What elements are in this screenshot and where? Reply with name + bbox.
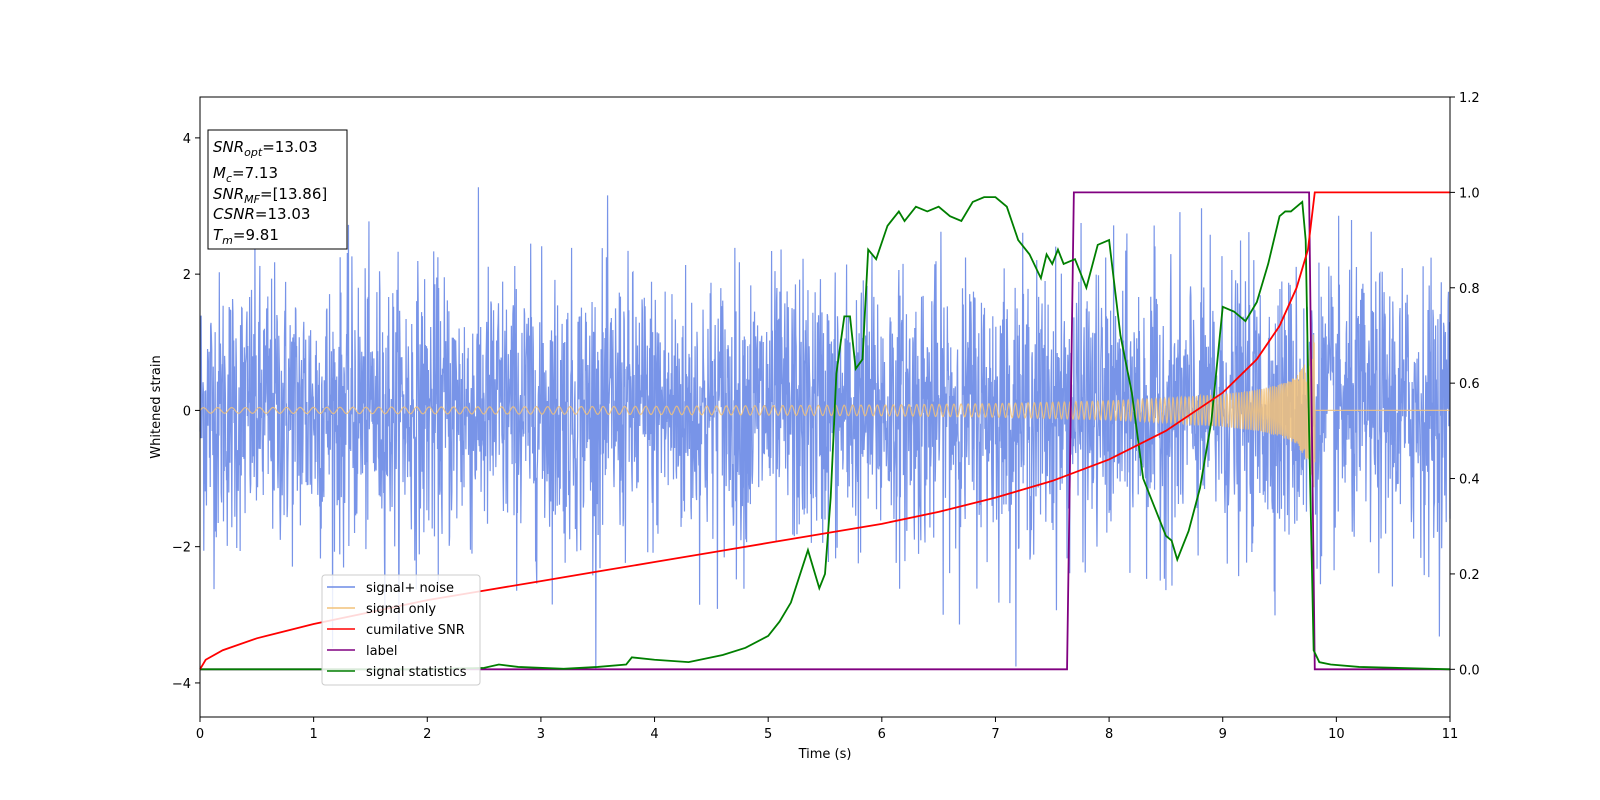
y-right-tick-label: 0.6 [1459, 377, 1480, 392]
y-right-tick-label: 1.2 [1459, 91, 1480, 106]
y-left-tick-label: 4 [183, 132, 191, 147]
legend-item-cumulative-snr: cumilative SNR [327, 623, 465, 638]
x-tick-label: 10 [1328, 727, 1345, 742]
info-snr-opt: SNRopt=13.03 [213, 138, 318, 159]
info-csnr: CSNR=13.03 [213, 205, 310, 223]
svg-text:signal+ noise: signal+ noise [366, 581, 454, 596]
y-left-tick-label: 0 [183, 404, 191, 419]
y-right-tick-label: 1.0 [1459, 186, 1480, 201]
signal-only-line [199, 334, 1450, 488]
y-left-tick-label: 2 [183, 268, 191, 283]
svg-text:signal only: signal only [366, 602, 436, 617]
x-axis-label: Time (s) [798, 747, 852, 762]
legend-item-signal-noise: signal+ noise [327, 581, 454, 596]
series-label [200, 191, 1450, 671]
y-right-tick-label: 0.8 [1459, 282, 1480, 297]
x-tick-label: 7 [991, 727, 999, 742]
legend-item-signal-statistics: signal statistics [327, 665, 467, 680]
x-tick-label: 0 [196, 727, 204, 742]
y-right-tick-label: 0.2 [1459, 568, 1480, 583]
legend-item-signal-only: signal only [327, 602, 436, 617]
left-y-axis-ticks: −4 −2 0 2 4 [172, 132, 200, 692]
series-signal-statistics [200, 196, 1451, 671]
legend: signal+ noise signal only cumilative SNR… [321, 574, 481, 686]
right-y-axis-ticks: 0.0 0.2 0.4 0.6 0.8 1.0 1.2 [1450, 91, 1480, 678]
legend-item-label: label [327, 644, 397, 659]
info-tm: Tm=9.81 [213, 226, 279, 247]
signal-noise-line [199, 187, 1451, 670]
y-axis-label: Whitened strain [149, 355, 164, 458]
svg-text:signal statistics: signal statistics [366, 665, 467, 680]
x-tick-label: 9 [1219, 727, 1227, 742]
svg-text:cumilative SNR: cumilative SNR [366, 623, 465, 638]
x-tick-label: 2 [423, 727, 431, 742]
info-snr-mf: SNRMF=[13.86] [213, 185, 327, 206]
y-left-tick-label: −4 [172, 677, 191, 692]
y-right-tick-label: 0.0 [1459, 663, 1480, 678]
x-tick-label: 3 [537, 727, 545, 742]
series-signal-noise [199, 187, 1451, 670]
svg-text:label: label [366, 644, 397, 659]
series-signal-only [199, 334, 1450, 488]
x-tick-label: 5 [764, 727, 772, 742]
y-left-tick-label: −2 [172, 541, 191, 556]
x-tick-label: 11 [1442, 727, 1459, 742]
info-mc: Mc=7.13 [213, 164, 278, 185]
signal-statistics-line [200, 196, 1451, 671]
info-box: SNRopt=13.03 Mc=7.13 SNRMF=[13.86] CSNR=… [207, 129, 348, 250]
x-tick-label: 4 [650, 727, 658, 742]
x-tick-label: 6 [878, 727, 886, 742]
x-tick-label: 8 [1105, 727, 1113, 742]
y-right-tick-label: 0.4 [1459, 473, 1480, 488]
label-line [200, 191, 1450, 671]
x-tick-label: 1 [309, 727, 317, 742]
x-axis-ticks: 0 1 2 3 4 5 6 7 8 9 10 11 [196, 717, 1458, 742]
plot-frame [199, 96, 1451, 718]
